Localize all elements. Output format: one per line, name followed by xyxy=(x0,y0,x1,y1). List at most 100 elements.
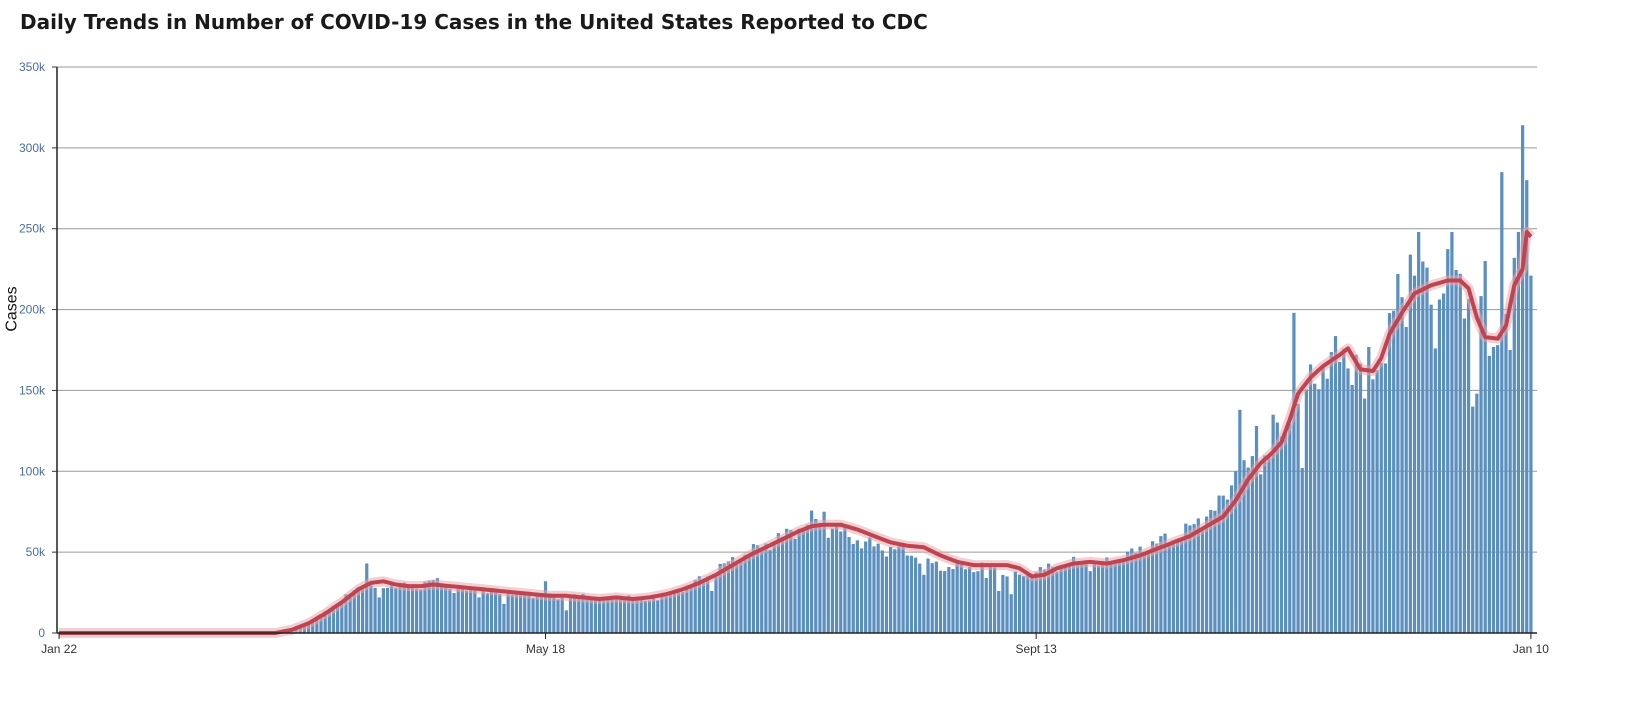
bar xyxy=(415,588,419,633)
bar xyxy=(968,566,972,633)
bar xyxy=(1408,254,1412,634)
bar xyxy=(1367,347,1371,633)
x-tick-label: Jan 10 xyxy=(1513,642,1549,656)
bar xyxy=(1300,468,1304,633)
bar xyxy=(331,605,336,633)
bar xyxy=(435,578,440,633)
bar xyxy=(872,546,876,633)
bar xyxy=(1254,426,1259,633)
bar xyxy=(431,579,435,633)
bar xyxy=(1491,346,1496,633)
bar xyxy=(1508,350,1512,633)
bar xyxy=(622,598,627,633)
bar xyxy=(1188,525,1192,633)
bar xyxy=(1204,516,1209,633)
bar xyxy=(1138,546,1142,633)
bar xyxy=(365,563,369,633)
bar xyxy=(1520,125,1525,634)
bar xyxy=(1246,467,1250,633)
bar xyxy=(1362,398,1367,633)
bar xyxy=(336,604,340,633)
bar xyxy=(548,593,552,633)
bar xyxy=(419,589,423,633)
bar xyxy=(543,581,548,633)
bar xyxy=(1429,304,1433,633)
bar xyxy=(913,557,918,633)
bar xyxy=(1022,576,1026,633)
bar xyxy=(660,594,664,633)
bar xyxy=(373,587,377,633)
bar xyxy=(1125,551,1130,633)
bar xyxy=(934,561,938,633)
bar xyxy=(797,528,801,633)
bar xyxy=(377,597,381,633)
bar xyxy=(1055,571,1059,633)
bar xyxy=(1026,573,1030,633)
bar xyxy=(1180,539,1184,633)
bar xyxy=(1387,313,1392,633)
y-tick-label: 50k xyxy=(26,545,46,559)
bar xyxy=(589,599,593,633)
bar xyxy=(460,588,465,633)
bar xyxy=(502,603,506,633)
bar xyxy=(452,593,456,633)
bar xyxy=(506,593,510,633)
bar xyxy=(518,594,523,633)
bar xyxy=(664,592,668,633)
bar xyxy=(1271,414,1275,633)
bar xyxy=(527,593,531,633)
bar xyxy=(735,564,739,633)
bar xyxy=(1117,559,1121,633)
bar xyxy=(672,590,677,633)
bar xyxy=(1304,389,1309,633)
bar xyxy=(606,597,610,633)
bar xyxy=(1109,564,1113,633)
bar xyxy=(880,550,884,633)
bar xyxy=(1209,510,1213,633)
y-tick-label: 250k xyxy=(19,222,46,236)
bar xyxy=(1080,562,1084,633)
bar xyxy=(369,583,373,633)
chart-title: Daily Trends in Number of COVID-19 Cases… xyxy=(20,10,928,34)
bar xyxy=(710,590,714,633)
bar xyxy=(639,597,643,633)
bar xyxy=(1313,383,1317,633)
bar xyxy=(930,563,934,633)
bar xyxy=(444,586,448,633)
bar xyxy=(577,596,581,633)
bar xyxy=(951,569,955,633)
bar xyxy=(1496,345,1500,633)
bar xyxy=(552,596,556,633)
bar xyxy=(1417,231,1421,633)
bar xyxy=(627,595,631,633)
bar xyxy=(959,561,963,633)
bar xyxy=(352,590,356,633)
bar xyxy=(905,555,909,633)
bar xyxy=(1121,562,1126,633)
bar xyxy=(610,599,614,633)
bar xyxy=(884,556,889,633)
bar xyxy=(1005,576,1009,633)
bar xyxy=(1221,495,1225,633)
bar xyxy=(1001,574,1005,633)
bar xyxy=(909,555,914,633)
bar xyxy=(1213,510,1217,633)
bar xyxy=(830,528,835,633)
bar xyxy=(876,543,880,633)
bar xyxy=(556,599,560,633)
bar xyxy=(1350,384,1354,633)
bar xyxy=(581,593,585,633)
bar xyxy=(918,563,922,633)
bar xyxy=(489,591,494,633)
bar xyxy=(1113,563,1117,633)
bar xyxy=(805,524,810,633)
bar xyxy=(834,526,839,633)
bar xyxy=(747,555,751,633)
x-tick-label: Jan 22 xyxy=(41,642,77,656)
bar xyxy=(614,596,618,633)
bar xyxy=(1450,231,1454,633)
bar xyxy=(485,593,489,633)
bar xyxy=(1105,557,1109,633)
bar xyxy=(1512,257,1516,633)
bar xyxy=(469,586,473,633)
